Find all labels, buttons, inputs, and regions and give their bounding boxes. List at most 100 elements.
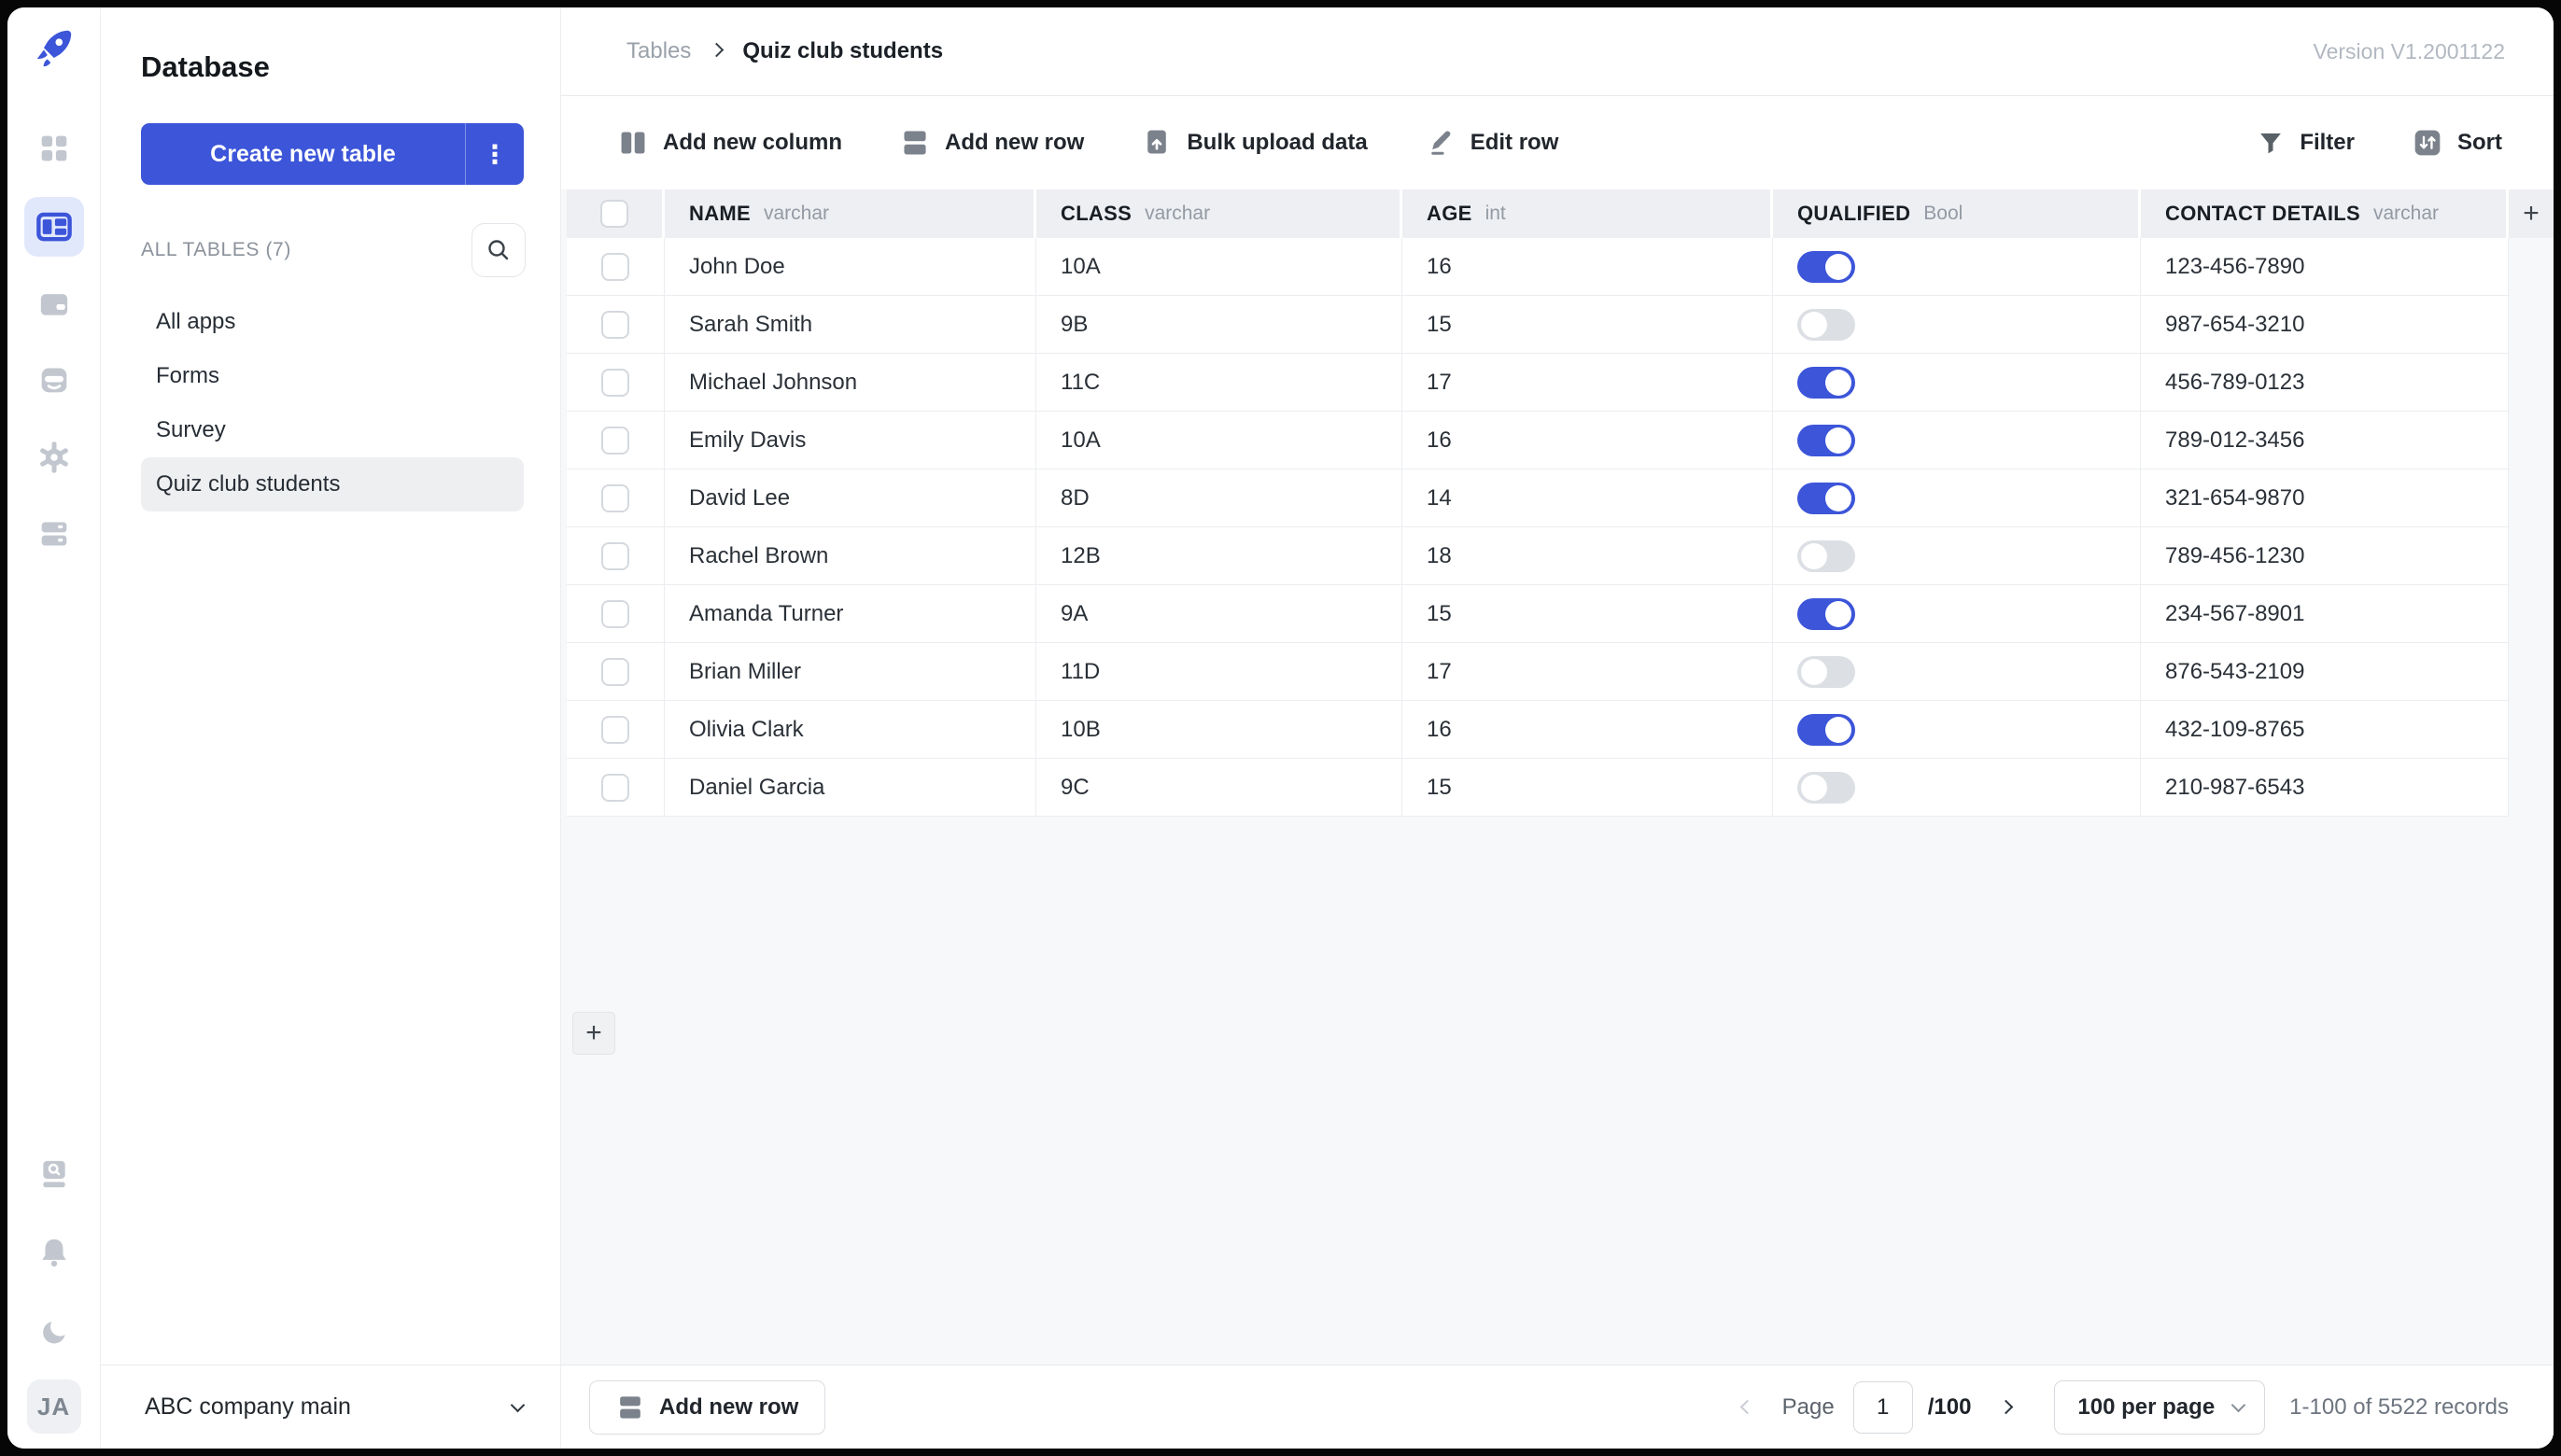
row-checkbox[interactable]: [601, 368, 629, 397]
bulk-upload-button[interactable]: Bulk upload data: [1142, 128, 1368, 158]
cell-age[interactable]: 16: [1402, 412, 1773, 469]
qualified-toggle[interactable]: [1797, 597, 1855, 630]
row-checkbox[interactable]: [601, 715, 629, 744]
cell-class[interactable]: 10B: [1036, 701, 1402, 759]
column-header-name[interactable]: NAME varchar: [665, 189, 1036, 238]
row-checkbox[interactable]: [601, 483, 629, 512]
column-header-age[interactable]: AGE int: [1402, 189, 1773, 238]
qualified-toggle[interactable]: [1797, 713, 1855, 746]
search-tables-button[interactable]: [471, 223, 526, 277]
create-new-table-button[interactable]: Create new table ⋮: [141, 123, 524, 185]
row-checkbox[interactable]: [601, 773, 629, 802]
prev-page-chevron-icon[interactable]: [1737, 1396, 1758, 1418]
cell-name[interactable]: Sarah Smith: [665, 296, 1036, 354]
cell-contact-details[interactable]: 987-654-3210: [2141, 296, 2509, 354]
cell-age[interactable]: 17: [1402, 643, 1773, 701]
dark-mode-moon-icon[interactable]: [36, 1313, 72, 1349]
cell-name[interactable]: Daniel Garcia: [665, 759, 1036, 817]
breadcrumb-parent[interactable]: Tables: [626, 38, 692, 63]
cell-age[interactable]: 14: [1402, 469, 1773, 527]
add-row-plus-button[interactable]: +: [572, 1012, 615, 1055]
next-page-chevron-icon[interactable]: [1995, 1396, 2017, 1418]
select-all-checkbox[interactable]: [600, 200, 628, 228]
edit-row-button[interactable]: Edit row: [1426, 128, 1558, 158]
tables-nav-icon[interactable]: [23, 197, 84, 257]
qualified-toggle[interactable]: [1797, 250, 1855, 283]
qualified-toggle[interactable]: [1797, 482, 1855, 514]
cell-class[interactable]: 10A: [1036, 412, 1402, 469]
column-header-qualified[interactable]: QUALIFIED Bool: [1773, 189, 2141, 238]
add-new-row-button[interactable]: Add new row: [900, 128, 1084, 158]
notifications-bell-icon[interactable]: [36, 1235, 72, 1270]
per-page-select[interactable]: 100 per page: [2054, 1379, 2266, 1435]
filter-button[interactable]: Filter: [2257, 129, 2355, 157]
cell-name[interactable]: Olivia Clark: [665, 701, 1036, 759]
qualified-toggle[interactable]: [1797, 424, 1855, 456]
row-checkbox[interactable]: [601, 252, 629, 281]
qualified-toggle[interactable]: [1797, 655, 1855, 688]
sidebar-item-forms[interactable]: Forms: [141, 349, 524, 403]
workspace-switcher[interactable]: ABC company main: [101, 1365, 560, 1449]
server-icon[interactable]: [35, 515, 73, 553]
cell-contact-details[interactable]: 321-654-9870: [2141, 469, 2509, 527]
sidebar-item-survey[interactable]: Survey: [141, 403, 524, 457]
cell-class[interactable]: 11D: [1036, 643, 1402, 701]
settings-gear-icon[interactable]: [35, 439, 73, 476]
cell-age[interactable]: 17: [1402, 354, 1773, 412]
cell-age[interactable]: 15: [1402, 759, 1773, 817]
user-avatar[interactable]: JA: [26, 1379, 81, 1434]
qualified-toggle[interactable]: [1797, 771, 1855, 804]
cell-contact-details[interactable]: 456-789-0123: [2141, 354, 2509, 412]
wallet-icon[interactable]: [35, 286, 73, 323]
kebab-menu-icon[interactable]: ⋮: [482, 139, 508, 169]
row-checkbox[interactable]: [601, 426, 629, 455]
cell-contact-details[interactable]: 876-543-2109: [2141, 643, 2509, 701]
cell-class[interactable]: 11C: [1036, 354, 1402, 412]
cell-contact-details[interactable]: 210-987-6543: [2141, 759, 2509, 817]
cell-class[interactable]: 9C: [1036, 759, 1402, 817]
page-number-input[interactable]: [1852, 1380, 1913, 1434]
add-new-column-button[interactable]: Add new column: [618, 128, 842, 158]
cell-class[interactable]: 9B: [1036, 296, 1402, 354]
row-checkbox[interactable]: [601, 310, 629, 339]
cell-class[interactable]: 12B: [1036, 527, 1402, 585]
cell-class[interactable]: 8D: [1036, 469, 1402, 527]
search-doc-icon[interactable]: [35, 1155, 73, 1193]
cell-contact-details[interactable]: 123-456-7890: [2141, 238, 2509, 296]
cell-contact-details[interactable]: 234-567-8901: [2141, 585, 2509, 643]
bot-icon[interactable]: [35, 361, 73, 399]
cell-contact-details[interactable]: 789-012-3456: [2141, 412, 2509, 469]
cell-name[interactable]: John Doe: [665, 238, 1036, 296]
column-header-class[interactable]: CLASS varchar: [1036, 189, 1402, 238]
cell-age[interactable]: 15: [1402, 585, 1773, 643]
cell-age[interactable]: 16: [1402, 238, 1773, 296]
cell-age[interactable]: 16: [1402, 701, 1773, 759]
qualified-toggle[interactable]: [1797, 366, 1855, 399]
sidebar-item-quiz-club-students[interactable]: Quiz club students: [141, 457, 524, 511]
sidebar-item-label: All apps: [156, 309, 236, 334]
cell-name[interactable]: Emily Davis: [665, 412, 1036, 469]
sort-button[interactable]: Sort: [2413, 128, 2502, 158]
add-column-plus-button[interactable]: +: [2509, 189, 2554, 238]
qualified-toggle[interactable]: [1797, 539, 1855, 572]
cell-name[interactable]: Amanda Turner: [665, 585, 1036, 643]
column-name: CLASS: [1061, 202, 1133, 225]
row-checkbox[interactable]: [601, 541, 629, 570]
row-checkbox[interactable]: [601, 599, 629, 628]
qualified-toggle[interactable]: [1797, 308, 1855, 341]
cell-name[interactable]: Brian Miller: [665, 643, 1036, 701]
cell-age[interactable]: 18: [1402, 527, 1773, 585]
footer-add-new-row-button[interactable]: Add new row: [589, 1379, 826, 1435]
row-checkbox[interactable]: [601, 657, 629, 686]
cell-name[interactable]: David Lee: [665, 469, 1036, 527]
column-header-contact-details[interactable]: CONTACT DETAILS varchar: [2141, 189, 2509, 238]
cell-age[interactable]: 15: [1402, 296, 1773, 354]
sidebar-item-all-apps[interactable]: All apps: [141, 295, 524, 349]
cell-name[interactable]: Michael Johnson: [665, 354, 1036, 412]
cell-class[interactable]: 10A: [1036, 238, 1402, 296]
cell-name[interactable]: Rachel Brown: [665, 527, 1036, 585]
cell-class[interactable]: 9A: [1036, 585, 1402, 643]
cell-contact-details[interactable]: 789-456-1230: [2141, 527, 2509, 585]
apps-grid-icon[interactable]: [35, 130, 73, 167]
cell-contact-details[interactable]: 432-109-8765: [2141, 701, 2509, 759]
